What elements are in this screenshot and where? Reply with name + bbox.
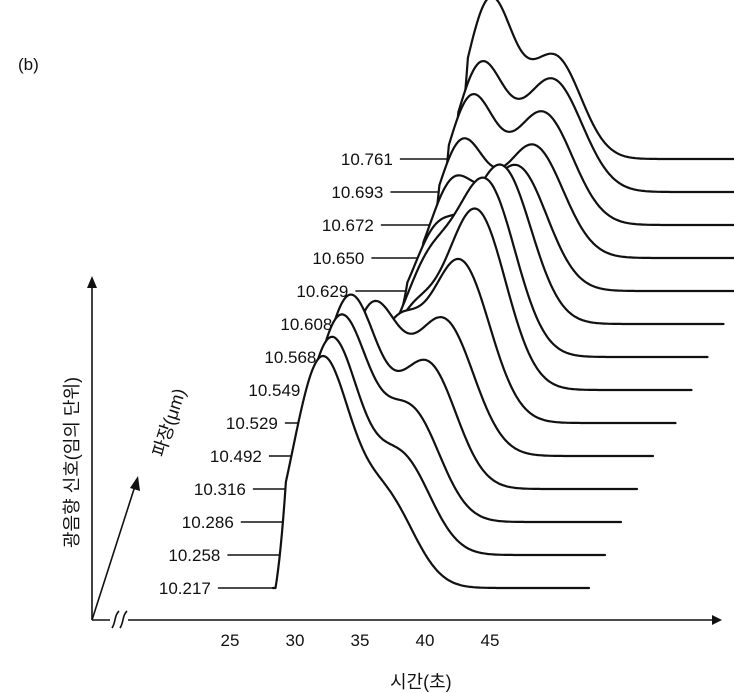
x-tick-label: 25 xyxy=(221,631,240,650)
x-tick-labels: 25 30 35 40 45 xyxy=(221,631,500,650)
series-line xyxy=(271,354,591,590)
series-label: 10.568 xyxy=(264,348,316,367)
x-axis-arrow xyxy=(712,615,722,625)
series-label: 10.529 xyxy=(226,414,278,433)
series-label: 10.629 xyxy=(296,282,348,301)
axis-break-icon xyxy=(111,610,128,629)
x-tick-label: 35 xyxy=(351,631,370,650)
series-label: 10.761 xyxy=(341,150,393,169)
x-tick-label: 45 xyxy=(481,631,500,650)
x-tick-label: 30 xyxy=(286,631,305,650)
series-label: 10.672 xyxy=(322,216,374,235)
series-label: 10.608 xyxy=(280,315,332,334)
wavelength-axis-arrow xyxy=(130,476,140,491)
series-label: 10.316 xyxy=(194,480,246,499)
series-label: 10.286 xyxy=(182,513,234,532)
series-label: 10.549 xyxy=(248,381,300,400)
waterfall-curves: 10.761 10.693 10.672 10.650 10.629 10.608 10.5… xyxy=(159,0,734,598)
x-axis-title: 시간(초) xyxy=(390,672,452,692)
series-label: 10.492 xyxy=(210,447,262,466)
series-label: 10.258 xyxy=(168,546,220,565)
series-label: 10.217 xyxy=(159,579,211,598)
panel-label: (b) xyxy=(18,55,39,74)
series-label: 10.650 xyxy=(312,249,364,268)
x-tick-label: 40 xyxy=(416,631,435,650)
y-axis-arrow xyxy=(87,276,97,288)
y-axis-title: 광음향 신호(임의 단위) xyxy=(62,377,82,548)
wavelength-axis-line xyxy=(91,485,136,621)
series-label: 10.693 xyxy=(331,183,383,202)
wavelength-axis-title: 파장(μm) xyxy=(149,386,190,459)
series-trace-10.217: 10.217 xyxy=(159,354,591,598)
